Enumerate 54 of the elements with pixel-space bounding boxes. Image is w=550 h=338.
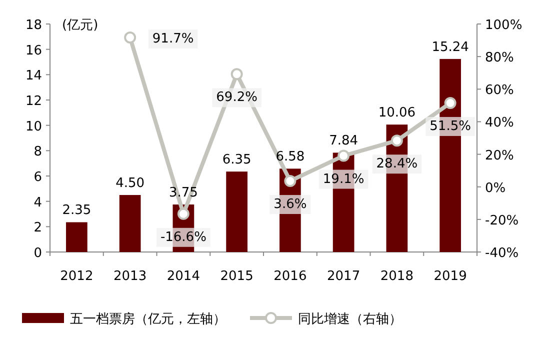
data-label: 51.5%: [430, 118, 471, 134]
data-label: 15.24: [432, 40, 469, 55]
point: [390, 134, 403, 147]
y-tick-label: 18: [25, 18, 42, 33]
y2-tick-label: 100%: [485, 18, 522, 33]
x-tick-label: 2014: [166, 269, 200, 284]
data-label: 28.4%: [376, 156, 418, 172]
data-label: 4.50: [116, 176, 145, 191]
point: [284, 174, 296, 187]
x-tick-label: 2019: [434, 269, 467, 284]
data-label: 10.06: [378, 106, 416, 121]
point: [177, 208, 190, 220]
y-tick-label: 8: [34, 144, 42, 160]
y-tick-label: 10: [25, 119, 42, 134]
point: [338, 150, 350, 162]
data-label: 69.2%: [216, 90, 258, 106]
legend-label: 五一档票房（亿元，左轴）: [70, 311, 226, 327]
point: [444, 96, 456, 109]
y-tick-label: 2: [34, 220, 42, 236]
legend-label: 同比增速（右轴）: [298, 312, 402, 327]
y2-tick-label: 80%: [485, 50, 514, 66]
bar: [66, 222, 88, 252]
y-axis-title: (亿元): [62, 18, 98, 33]
data-label: 3.75: [168, 186, 198, 200]
y-tick-label: 16: [25, 43, 42, 58]
data-label: 19.1%: [322, 172, 364, 187]
x-tick-label: 2016: [274, 269, 307, 284]
data-label: 6.35: [222, 152, 252, 168]
data-label: 2.35: [62, 203, 92, 218]
bar: [226, 172, 248, 252]
y-tick-label: 0: [34, 246, 42, 261]
y2-tick-label: -20%: [485, 213, 519, 228]
y2-tick-label: 0%: [485, 180, 506, 196]
x-tick-label: 2013: [114, 269, 147, 284]
bar: [119, 195, 141, 252]
x-tick-label: 2012: [60, 269, 94, 284]
data-label: 91.7%: [152, 32, 194, 47]
y-tick-label: 4: [34, 195, 42, 210]
data-label: -16.6%: [160, 230, 206, 245]
x-tick-label: 2015: [220, 269, 254, 284]
y-tick-label: 6: [34, 170, 42, 185]
x-tick-label: 2018: [380, 269, 414, 284]
y2-tick-label: 60%: [485, 83, 514, 98]
point: [124, 32, 136, 44]
y-tick-label: 14: [25, 68, 42, 84]
y2-tick-label: -40%: [485, 246, 519, 261]
point: [230, 68, 243, 80]
data-label: 3.6%: [274, 196, 307, 212]
y-tick-label: 12: [25, 94, 42, 109]
y2-tick-label: 40%: [485, 116, 514, 131]
data-label: 6.58: [276, 150, 305, 165]
x-tick-label: 2017: [327, 269, 360, 284]
y2-tick-label: 20%: [485, 148, 514, 164]
data-label: 7.84: [329, 134, 358, 149]
